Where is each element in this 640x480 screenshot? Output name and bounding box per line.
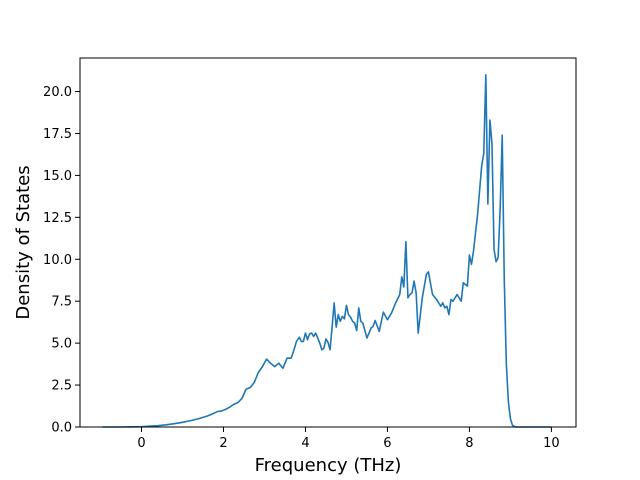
x-tick-label: 8 — [465, 436, 473, 451]
y-axis-label: Density of States — [13, 165, 34, 319]
x-tick-label: 6 — [383, 436, 391, 451]
x-tick-label: 2 — [219, 436, 227, 451]
x-axis-label: Frequency (THz) — [255, 455, 402, 476]
y-tick-label: 2.5 — [51, 379, 72, 394]
x-tick-label: 10 — [543, 436, 560, 451]
dos-series-line — [102, 73, 552, 428]
y-tick-label: 12.5 — [43, 211, 72, 226]
y-tick-label: 17.5 — [43, 127, 72, 142]
y-tick-label: 20.0 — [43, 85, 72, 100]
x-axis-ticks: 0 2 4 6 8 10 — [137, 427, 560, 451]
y-tick-label: 10.0 — [43, 253, 72, 268]
plot-frame — [79, 57, 577, 428]
plot-background — [80, 58, 576, 427]
y-tick-label: 7.5 — [51, 295, 72, 310]
x-tick-label: 0 — [137, 436, 145, 451]
y-tick-label: 15.0 — [43, 169, 72, 184]
x-tick-label: 4 — [301, 436, 309, 451]
y-tick-label: 0.0 — [51, 421, 72, 436]
y-tick-label: 5.0 — [51, 337, 72, 352]
y-axis-ticks: 0.0 2.5 5.0 7.5 10.0 12.5 15.0 17.5 20.0 — [43, 85, 80, 436]
